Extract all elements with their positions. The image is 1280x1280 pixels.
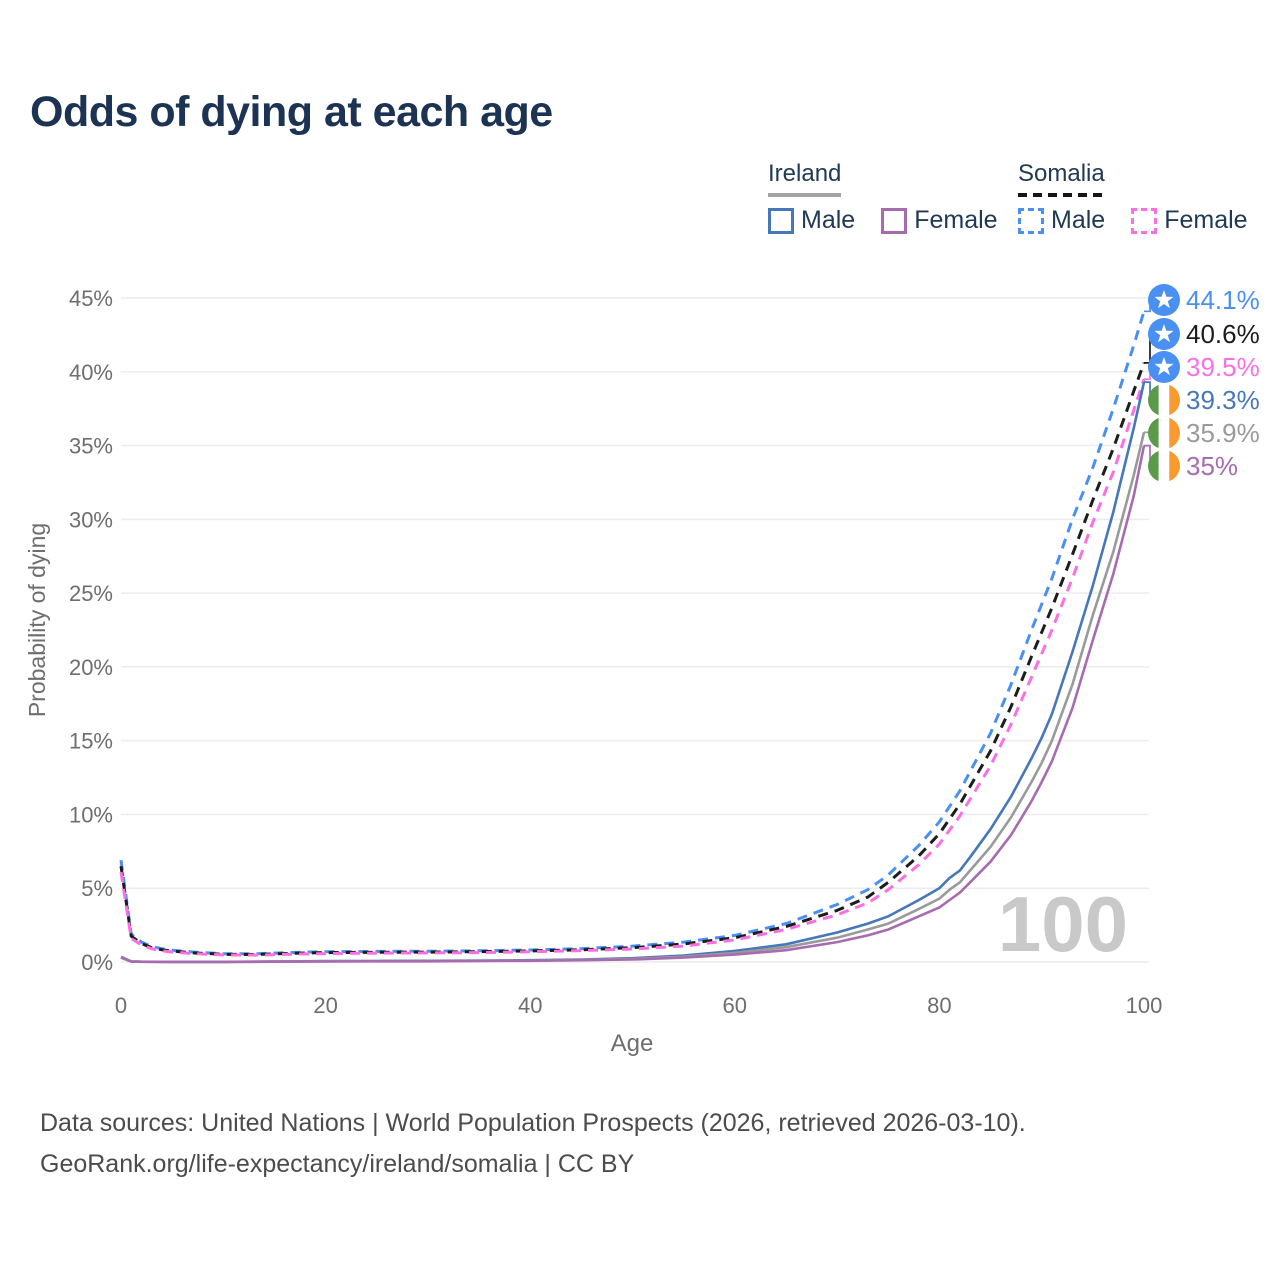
series-line-somalia-total	[119, 362, 1146, 956]
star-icon	[1154, 357, 1174, 376]
somalia-flag-icon	[1148, 284, 1180, 316]
legend-underline-somalia	[1018, 193, 1105, 197]
y-tick-label: 35%	[69, 434, 113, 459]
somalia-flag-icon	[1148, 318, 1180, 350]
y-tick-label: 5%	[81, 876, 113, 901]
series-line-ireland-female	[120, 445, 1146, 964]
legend-item-label: Male	[1051, 206, 1106, 234]
legend-item-label: Male	[801, 206, 856, 234]
series-line-somalia-female	[119, 378, 1146, 957]
hovered-age-watermark: 100	[998, 880, 1128, 968]
x-tick-label: 20	[313, 993, 337, 1018]
page-title: Odds of dying at each age	[30, 88, 553, 136]
end-value-label-ireland-total: 35.9%	[1186, 418, 1260, 448]
data-sources-line: Data sources: United Nations | World Pop…	[40, 1109, 1026, 1137]
ireland-female-swatch-icon	[881, 207, 908, 234]
x-tick-label: 60	[723, 993, 747, 1018]
legend-underline-ireland	[768, 193, 842, 197]
ireland-flag-icon	[1148, 450, 1180, 482]
plot-hover-area[interactable]	[121, 298, 1144, 962]
end-value-label-ireland-female: 35%	[1186, 451, 1238, 481]
legend-item-ireland-female[interactable]: Female	[881, 206, 998, 235]
georank-url-line: GeoRank.org/life-expectancy/ireland/soma…	[40, 1150, 635, 1178]
end-value-label-somalia-total: 40.6%	[1186, 319, 1260, 349]
legend-item-label: Female	[1164, 206, 1248, 234]
ireland-male-swatch-icon	[768, 207, 794, 234]
end-value-labels: 44.1% 40.6%39.5%39.3%35.9%35%	[1144, 284, 1260, 482]
x-tick-label: 100	[1126, 993, 1163, 1018]
y-tick-label: 40%	[69, 360, 113, 385]
y-axis-title: Probability of dying	[24, 523, 50, 717]
somalia-flag-icon	[1148, 351, 1180, 383]
legend-header-somalia: Somalia	[1018, 160, 1105, 187]
y-tick-label: 10%	[69, 802, 113, 827]
legend-group-ireland: Ireland Male Female	[768, 160, 998, 235]
y-tick-label: 15%	[69, 729, 113, 754]
y-tick-label: 25%	[69, 581, 113, 606]
somalia-female-swatch-icon	[1131, 207, 1158, 234]
y-tick-label: 0%	[81, 950, 113, 975]
x-axis-title: Age	[611, 1030, 654, 1057]
star-icon	[1154, 324, 1174, 343]
legend-item-somalia-female[interactable]: Female	[1131, 206, 1248, 235]
source-attribution: Data sources: United Nations | World Pop…	[40, 1103, 1026, 1185]
y-tick-labels: 0% 5% 10% 15% 20% 25% 30% 35% 40% 45%	[69, 286, 113, 975]
series-lines	[119, 310, 1146, 964]
y-tick-label: 45%	[69, 286, 113, 311]
y-tick-label: 20%	[69, 655, 113, 680]
y-tick-label: 30%	[69, 507, 113, 532]
legend-item-ireland-male[interactable]: Male	[768, 206, 855, 235]
end-value-label-ireland-male: 39.3%	[1186, 385, 1260, 415]
legend-item-label: Female	[914, 206, 998, 234]
series-line-somalia-male	[119, 310, 1146, 956]
x-tick-label: 0	[115, 993, 127, 1018]
end-value-label-somalia-female: 39.5%	[1186, 352, 1260, 382]
somalia-male-swatch-icon	[1018, 207, 1044, 234]
x-tick-label: 80	[927, 993, 951, 1018]
x-tick-label: 40	[518, 993, 542, 1018]
legend-item-somalia-male[interactable]: Male	[1018, 206, 1105, 235]
legend-header-ireland: Ireland	[768, 160, 842, 187]
star-icon	[1154, 290, 1174, 309]
legend-group-somalia: Somalia Male Female	[1018, 160, 1248, 235]
end-value-label-somalia-male: 44.1%	[1186, 285, 1260, 315]
ireland-flag-icon	[1148, 384, 1180, 416]
ireland-flag-icon	[1148, 417, 1180, 449]
x-tick-labels: 0 20 40 60 80 100	[115, 993, 1162, 1018]
